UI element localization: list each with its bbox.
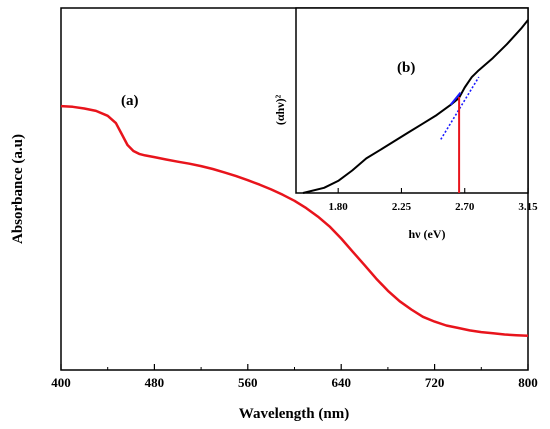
main-x-tick-label-3: 640 (331, 375, 351, 390)
tauc-linear-region (449, 92, 462, 106)
main-y-axis-title: Absorbance (a.u) (10, 134, 26, 244)
main-x-tick-label-1: 480 (145, 375, 165, 390)
tauc-series-line (302, 19, 529, 194)
main-x-tick-label-4: 720 (425, 375, 445, 390)
main-x-tick-label-0: 400 (51, 375, 71, 390)
main-x-tick-label-2: 560 (238, 375, 258, 390)
main-x-ticks: 400 480 560 640 720 800 (51, 364, 538, 390)
inset-x-ticks: 1.80 2.25 2.70 3.15 (329, 188, 538, 213)
inset-y-axis-title: (αhν)² (273, 94, 287, 125)
inset-x-tick-label-3: 3.15 (518, 201, 538, 213)
main-x-tick-label-5: 800 (518, 375, 538, 390)
absorbance-series-line (60, 104, 529, 337)
inset-panel-label: (b) (397, 60, 415, 76)
inset-x-tick-label-0: 1.80 (329, 201, 349, 213)
main-panel-label: (a) (121, 93, 139, 109)
inset-x-axis-title: hν (eV) (408, 227, 445, 241)
inset-x-tick-label-1: 2.25 (392, 201, 412, 213)
inset-plot-frame (295, 7, 529, 194)
inset-x-tick-label-2: 2.70 (455, 201, 475, 213)
main-x-axis-title: Wavelength (nm) (239, 406, 349, 422)
